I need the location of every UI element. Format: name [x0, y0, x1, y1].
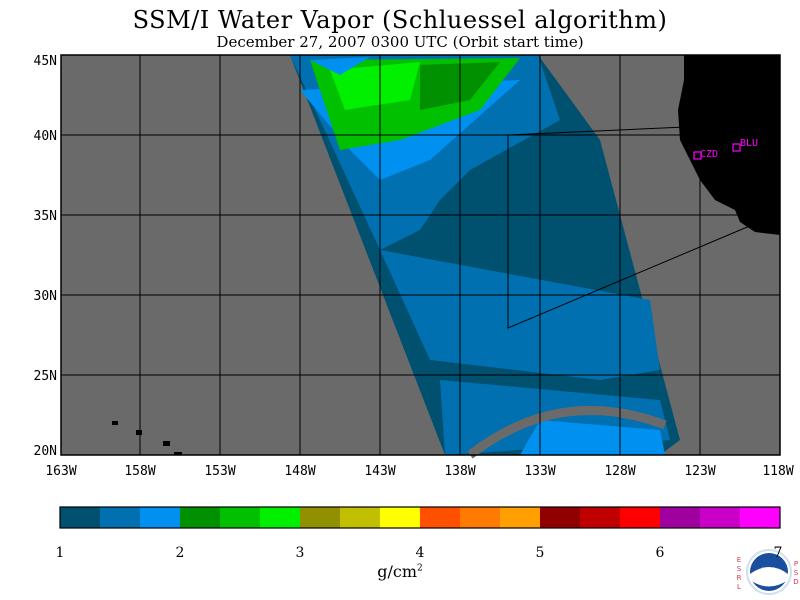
swath-bright-green [330, 62, 420, 110]
swath-wet-band-south [520, 420, 665, 455]
lat-label: 40N [34, 129, 57, 144]
lon-label: 138W [444, 464, 475, 479]
colorbar-tick: 2 [175, 545, 185, 561]
logo-center-text: NOAA [762, 567, 777, 574]
north-america-land [678, 55, 780, 235]
map-subtitle: December 27, 2007 0300 UTC (Orbit start … [216, 33, 584, 51]
swath-data [290, 55, 680, 459]
colorbar-swatch [700, 507, 741, 528]
longitude-labels: 163W 158W 153W 148W 143W 138W 133W 128W … [45, 464, 793, 479]
colorbar-swatch [740, 507, 781, 528]
station-blu-label: BLU [740, 138, 758, 149]
flight-track-triangle [507, 135, 753, 329]
station-czd-label: CZD [700, 149, 718, 160]
colorbar-tick: 3 [295, 545, 305, 561]
colorbar-swatch [140, 507, 181, 528]
lon-label: 148W [284, 464, 315, 479]
units-base: g/cm [377, 562, 418, 581]
colorbar-tick: 6 [655, 545, 665, 561]
swath-blue-patch [310, 57, 370, 75]
lon-label: 123W [684, 464, 715, 479]
colorbar-swatch [100, 507, 141, 528]
units-exponent: 2 [417, 563, 423, 574]
missing-data-arc [467, 406, 667, 459]
lat-label: 20N [34, 444, 57, 459]
colorbar-swatch [220, 507, 261, 528]
colorbar-swatch [60, 507, 101, 528]
lon-label: 153W [204, 464, 235, 479]
lon-label: 163W [45, 464, 76, 479]
lat-label: 35N [34, 209, 57, 224]
lat-label: 45N [34, 54, 57, 69]
colorbar-swatch [380, 507, 421, 528]
colorbar-tick: 7 [773, 545, 783, 561]
colorbar-swatch [340, 507, 381, 528]
flight-track-leg [507, 126, 686, 136]
lon-label: 133W [524, 464, 555, 479]
colorbar-swatch [300, 507, 341, 528]
colorbar-units: g/cm2 [377, 562, 423, 581]
map-title: SSM/I Water Vapor (Schluessel algorithm) [132, 6, 668, 34]
colorbar [60, 507, 781, 528]
colorbar-swatch [260, 507, 301, 528]
colorbar-swatch [500, 507, 541, 528]
colorbar-swatch [620, 507, 661, 528]
colorbar-frame [59, 506, 781, 529]
colorbar-swatch [420, 507, 461, 528]
lat-label: 25N [34, 369, 57, 384]
colorbar-swatch [460, 507, 501, 528]
station-czd-marker [693, 151, 702, 160]
lat-lon-grid [61, 55, 780, 455]
lon-label: 128W [604, 464, 635, 479]
latitude-labels: 45N 40N 35N 30N 25N 20N [34, 54, 57, 459]
swath-moist-band-middle [380, 250, 660, 380]
colorbar-tick: 5 [535, 545, 545, 561]
noaa-logo: NOAA [746, 549, 792, 595]
colorbar-swatch [540, 507, 581, 528]
colorbar-tick: 1 [55, 545, 65, 561]
hawaiian-islands [112, 421, 182, 455]
lon-label: 158W [124, 464, 155, 479]
colorbar-swatch [660, 507, 701, 528]
lon-label: 118W [762, 464, 793, 479]
map-frame [60, 54, 781, 456]
colorbar-swatch [180, 507, 221, 528]
station-blu-marker [732, 143, 741, 152]
lat-label: 30N [34, 289, 57, 304]
colorbar-swatch [580, 507, 621, 528]
colorbar-tick: 4 [415, 545, 425, 561]
lon-label: 143W [364, 464, 395, 479]
